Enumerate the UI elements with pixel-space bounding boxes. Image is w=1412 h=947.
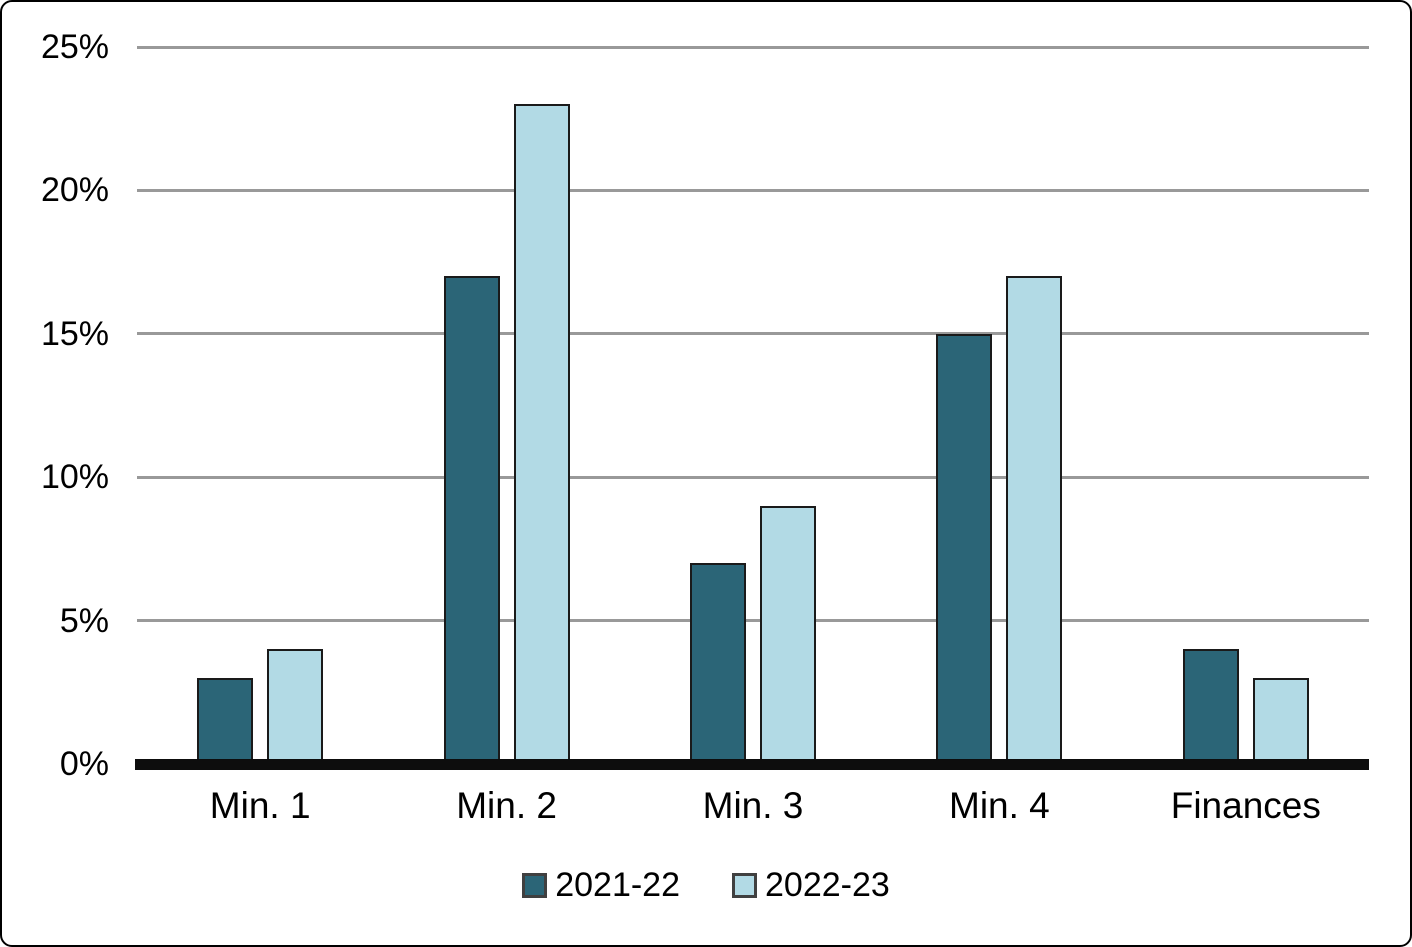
x-axis-category-label: Finances xyxy=(1170,785,1321,826)
y-axis-tick-label: 15% xyxy=(40,314,109,353)
bar-2022-23-min-2 xyxy=(513,104,570,764)
bar-2022-23-min-3 xyxy=(760,505,816,764)
y-axis-tick-label: 25% xyxy=(40,28,109,66)
gridline-25 xyxy=(137,45,1369,49)
y-axis-tick-label: 20% xyxy=(40,171,109,210)
y-axis-tick-label: 5% xyxy=(59,601,109,640)
gridline-15 xyxy=(137,332,1369,336)
x-axis-category-label: Min. 4 xyxy=(949,785,1050,826)
x-axis-line xyxy=(135,759,1369,770)
bar-2021-22-min-3 xyxy=(690,563,746,764)
bar-2022-23-finances xyxy=(1252,677,1309,764)
legend-item-2022-23: 2022-23 xyxy=(732,866,890,905)
bar-2022-23-min-1 xyxy=(267,649,324,764)
bar-2021-22-finances xyxy=(1182,649,1239,764)
x-axis-category-label: Min. 3 xyxy=(702,785,804,826)
y-axis-tick-label: 0% xyxy=(59,745,109,783)
gridline-10 xyxy=(137,475,1369,479)
legend-swatch-2022-23 xyxy=(732,873,757,898)
bar-2021-22-min-2 xyxy=(443,276,500,764)
y-axis-tick-label: 10% xyxy=(40,458,109,497)
bar-2021-22-min-4 xyxy=(936,333,993,764)
legend-label: 2021-22 xyxy=(555,866,680,904)
x-axis-category-label: Min. 2 xyxy=(456,785,557,826)
gridline-20 xyxy=(137,188,1369,192)
legend-item-2021-22: 2021-22 xyxy=(522,866,680,905)
bar-2021-22-min-1 xyxy=(197,677,254,764)
legend-swatch-2021-22 xyxy=(522,873,548,898)
bar-2022-23-min-4 xyxy=(1006,276,1063,764)
legend-label: 2022-23 xyxy=(765,866,890,904)
x-axis-category-label: Min. 1 xyxy=(209,785,311,826)
gridline-5 xyxy=(137,619,1369,623)
legend: 2021-22 2022-23 xyxy=(2,866,1410,905)
